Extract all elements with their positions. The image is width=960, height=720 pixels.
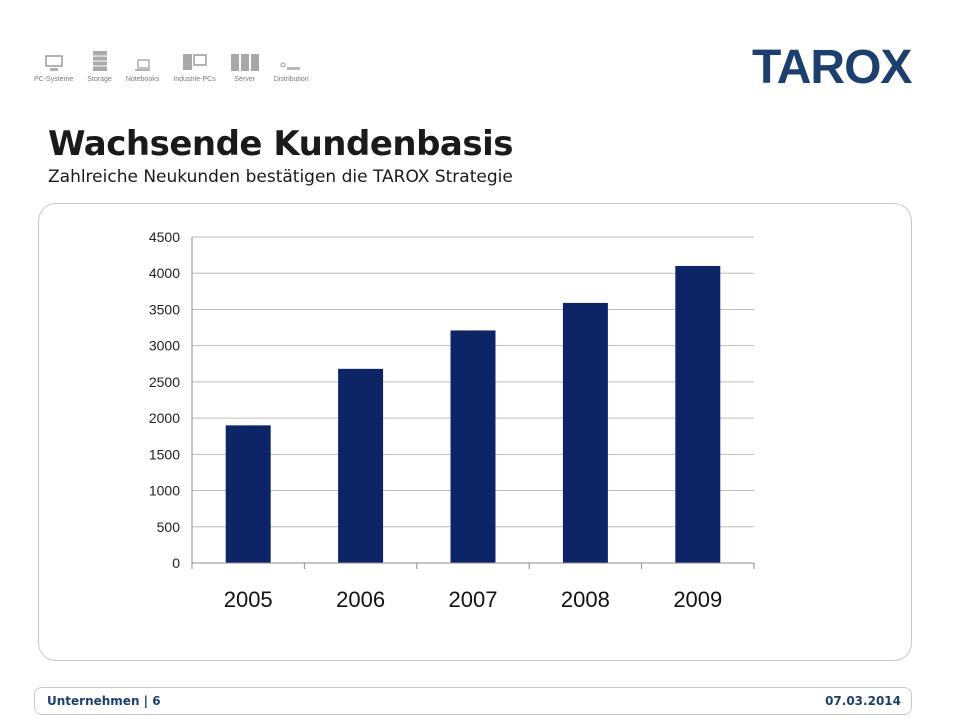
server-icon bbox=[230, 50, 260, 72]
chart-panel: 0 500 1000 1500 2000 2500 3000 3500 4000 4500 2005… bbox=[38, 203, 912, 661]
y-tick-label: 0 bbox=[172, 555, 180, 571]
y-tick-label: 4500 bbox=[149, 229, 180, 245]
y-tick-label: 2000 bbox=[149, 410, 180, 426]
desktop-pc-icon bbox=[44, 50, 64, 72]
page-number: 6 bbox=[152, 694, 161, 708]
y-tick-label: 3500 bbox=[149, 301, 180, 317]
x-tick-label: 2008 bbox=[561, 587, 610, 612]
nav-label: Server bbox=[234, 76, 256, 83]
nav-item-pc-systeme[interactable]: PC-Systeme bbox=[34, 50, 73, 83]
footer-section-label: Unternehmen | bbox=[47, 694, 149, 708]
nav-item-industrie-pcs[interactable]: Industrie-PCs bbox=[173, 50, 216, 83]
bar-chart: 0 500 1000 1500 2000 2500 3000 3500 4000 4500 2005… bbox=[149, 229, 755, 612]
y-tick-label: 3000 bbox=[149, 338, 180, 354]
footer: Unternehmen | 6 07.03.2014 bbox=[34, 687, 912, 715]
storage-rack-icon bbox=[92, 50, 108, 72]
x-tick-label: 2009 bbox=[673, 587, 722, 612]
nav-label: PC-Systeme bbox=[34, 76, 74, 83]
bar-2005 bbox=[225, 425, 271, 563]
tarox-logo: TAROX bbox=[752, 41, 912, 94]
nav-label: Distribution bbox=[273, 76, 309, 83]
notebook-icon bbox=[134, 50, 152, 72]
footer-section: Unternehmen | 6 bbox=[47, 694, 161, 708]
header-nav: PC-Systeme Storage Notebooks Industrie-P… bbox=[34, 50, 309, 83]
nav-item-notebooks[interactable]: Notebooks bbox=[126, 50, 159, 83]
nav-label: Storage bbox=[87, 76, 112, 83]
y-tick-label: 4000 bbox=[149, 265, 180, 281]
nav-label: Industrie-PCs bbox=[173, 76, 216, 83]
bar-2006 bbox=[338, 368, 384, 563]
distribution-icon bbox=[280, 50, 302, 72]
y-tick-label: 500 bbox=[157, 519, 181, 535]
slide-title: Wachsende Kundenbasis bbox=[48, 124, 514, 164]
slide-subtitle: Zahlreiche Neukunden bestätigen die TARO… bbox=[48, 167, 513, 187]
y-tick-label: 2500 bbox=[149, 374, 180, 390]
nav-item-distribution[interactable]: Distribution bbox=[274, 50, 309, 83]
bar-2009 bbox=[675, 265, 721, 563]
nav-item-storage[interactable]: Storage bbox=[87, 50, 112, 83]
bar-2007 bbox=[450, 330, 496, 563]
y-tick-label: 1500 bbox=[149, 446, 180, 462]
nav-item-server[interactable]: Server bbox=[230, 50, 260, 83]
footer-date: 07.03.2014 bbox=[825, 694, 901, 708]
nav-label: Notebooks bbox=[125, 76, 160, 83]
x-tick-label: 2007 bbox=[449, 587, 498, 612]
y-tick-label: 1000 bbox=[149, 483, 180, 499]
bar-2008 bbox=[562, 302, 608, 563]
x-tick-label: 2006 bbox=[336, 587, 385, 612]
x-tick-label: 2005 bbox=[224, 587, 273, 612]
industrial-pc-icon bbox=[182, 50, 208, 72]
